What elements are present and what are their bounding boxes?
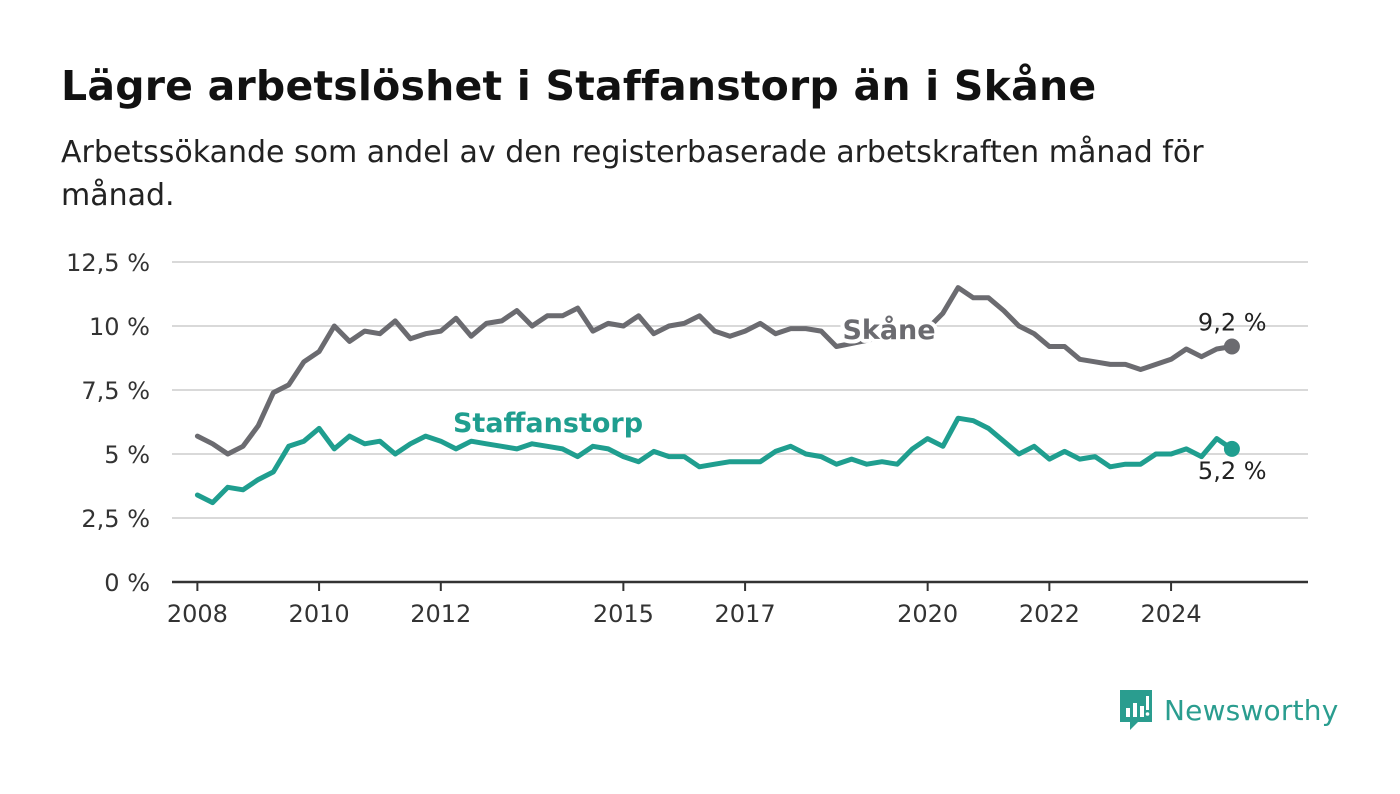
x-tick-label: 2020 (897, 600, 958, 628)
series-labels: 9,2 % 5,2 % Skåne Staffanstorp (449, 308, 1267, 485)
y-axis-ticks: 0 % 2,5 % 5 % 7,5 % 10 % 12,5 % (66, 249, 150, 597)
series-name-label: Staffanstorp (453, 408, 643, 439)
y-tick-label: 0 % (104, 569, 150, 597)
x-tick-label: 2022 (1019, 600, 1080, 628)
x-tick-label: 2008 (167, 600, 228, 628)
series-name-label: Skåne (842, 314, 935, 346)
y-tick-label: 5 % (104, 441, 150, 469)
x-axis-ticks: 2008 2010 2012 2015 2017 2020 2022 2024 (167, 582, 1202, 628)
newsworthy-brand[interactable]: Newsworthy (1118, 688, 1339, 732)
x-tick-label: 2015 (593, 600, 654, 628)
end-point-staffanstorp (1223, 440, 1240, 457)
end-point-skåne (1223, 338, 1240, 355)
chart-subtitle: Arbetssökande som andel av den registerb… (61, 135, 1204, 213)
end-value-label: 5,2 % (1198, 457, 1267, 485)
x-tick-label: 2024 (1141, 600, 1202, 628)
x-tick-label: 2010 (289, 600, 350, 628)
end-value-label: 9,2 % (1198, 308, 1267, 336)
y-tick-label: 2,5 % (81, 505, 150, 533)
y-tick-label: 7,5 % (81, 377, 150, 405)
y-tick-label: 12,5 % (66, 249, 150, 277)
brand-name: Newsworthy (1164, 693, 1339, 727)
grid-lines (172, 261, 1308, 584)
series-line-staffanstorp (194, 415, 1235, 506)
series-line-skåne (194, 285, 1235, 457)
newsworthy-logo-icon (1120, 690, 1152, 730)
series-layer (194, 285, 1240, 506)
x-tick-label: 2017 (715, 600, 776, 628)
chart-title: Lägre arbetslöshet i Staffanstorp än i S… (61, 62, 1097, 110)
x-tick-label: 2012 (410, 600, 471, 628)
y-tick-label: 10 % (89, 313, 150, 341)
